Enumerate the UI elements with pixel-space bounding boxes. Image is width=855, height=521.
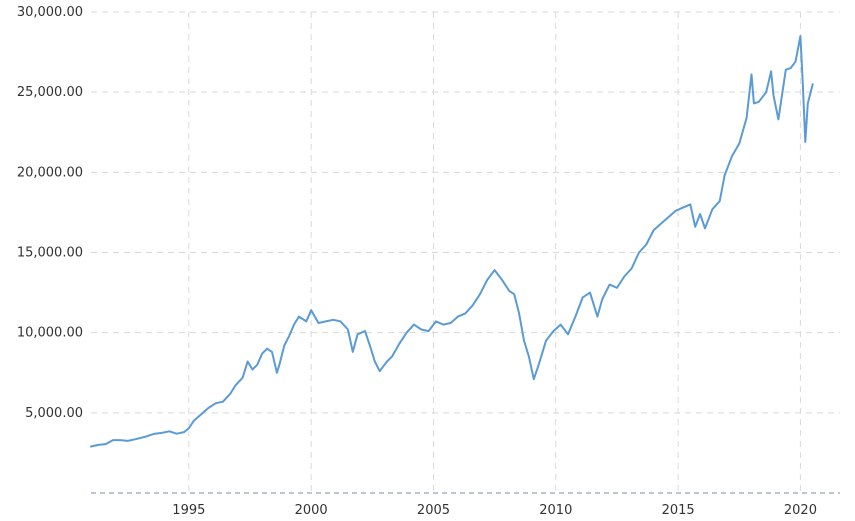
- x-tick-label: 2005: [417, 503, 450, 518]
- series-layer: [90, 35, 814, 448]
- series-line: [90, 35, 814, 448]
- x-tick-label: 2010: [539, 503, 572, 518]
- x-tick-label: 2015: [662, 503, 695, 518]
- x-tick-label: 2000: [295, 503, 328, 518]
- y-tick-label: 10,000.00: [17, 326, 83, 341]
- y-tick-label: 20,000.00: [17, 165, 83, 180]
- y-tick-label: 30,000.00: [17, 5, 83, 20]
- x-tick-label: 2020: [784, 503, 817, 518]
- y-tick-label: 5,000.00: [25, 406, 83, 421]
- y-tick-label: 25,000.00: [17, 85, 83, 100]
- y-tick-label: 15,000.00: [17, 246, 83, 261]
- label-layer: 5,000.00 10,000.00 15,000.00 20,000.00 25,00…: [17, 5, 817, 518]
- grid-layer: [91, 11, 840, 493]
- x-tick-label: 1995: [172, 503, 205, 518]
